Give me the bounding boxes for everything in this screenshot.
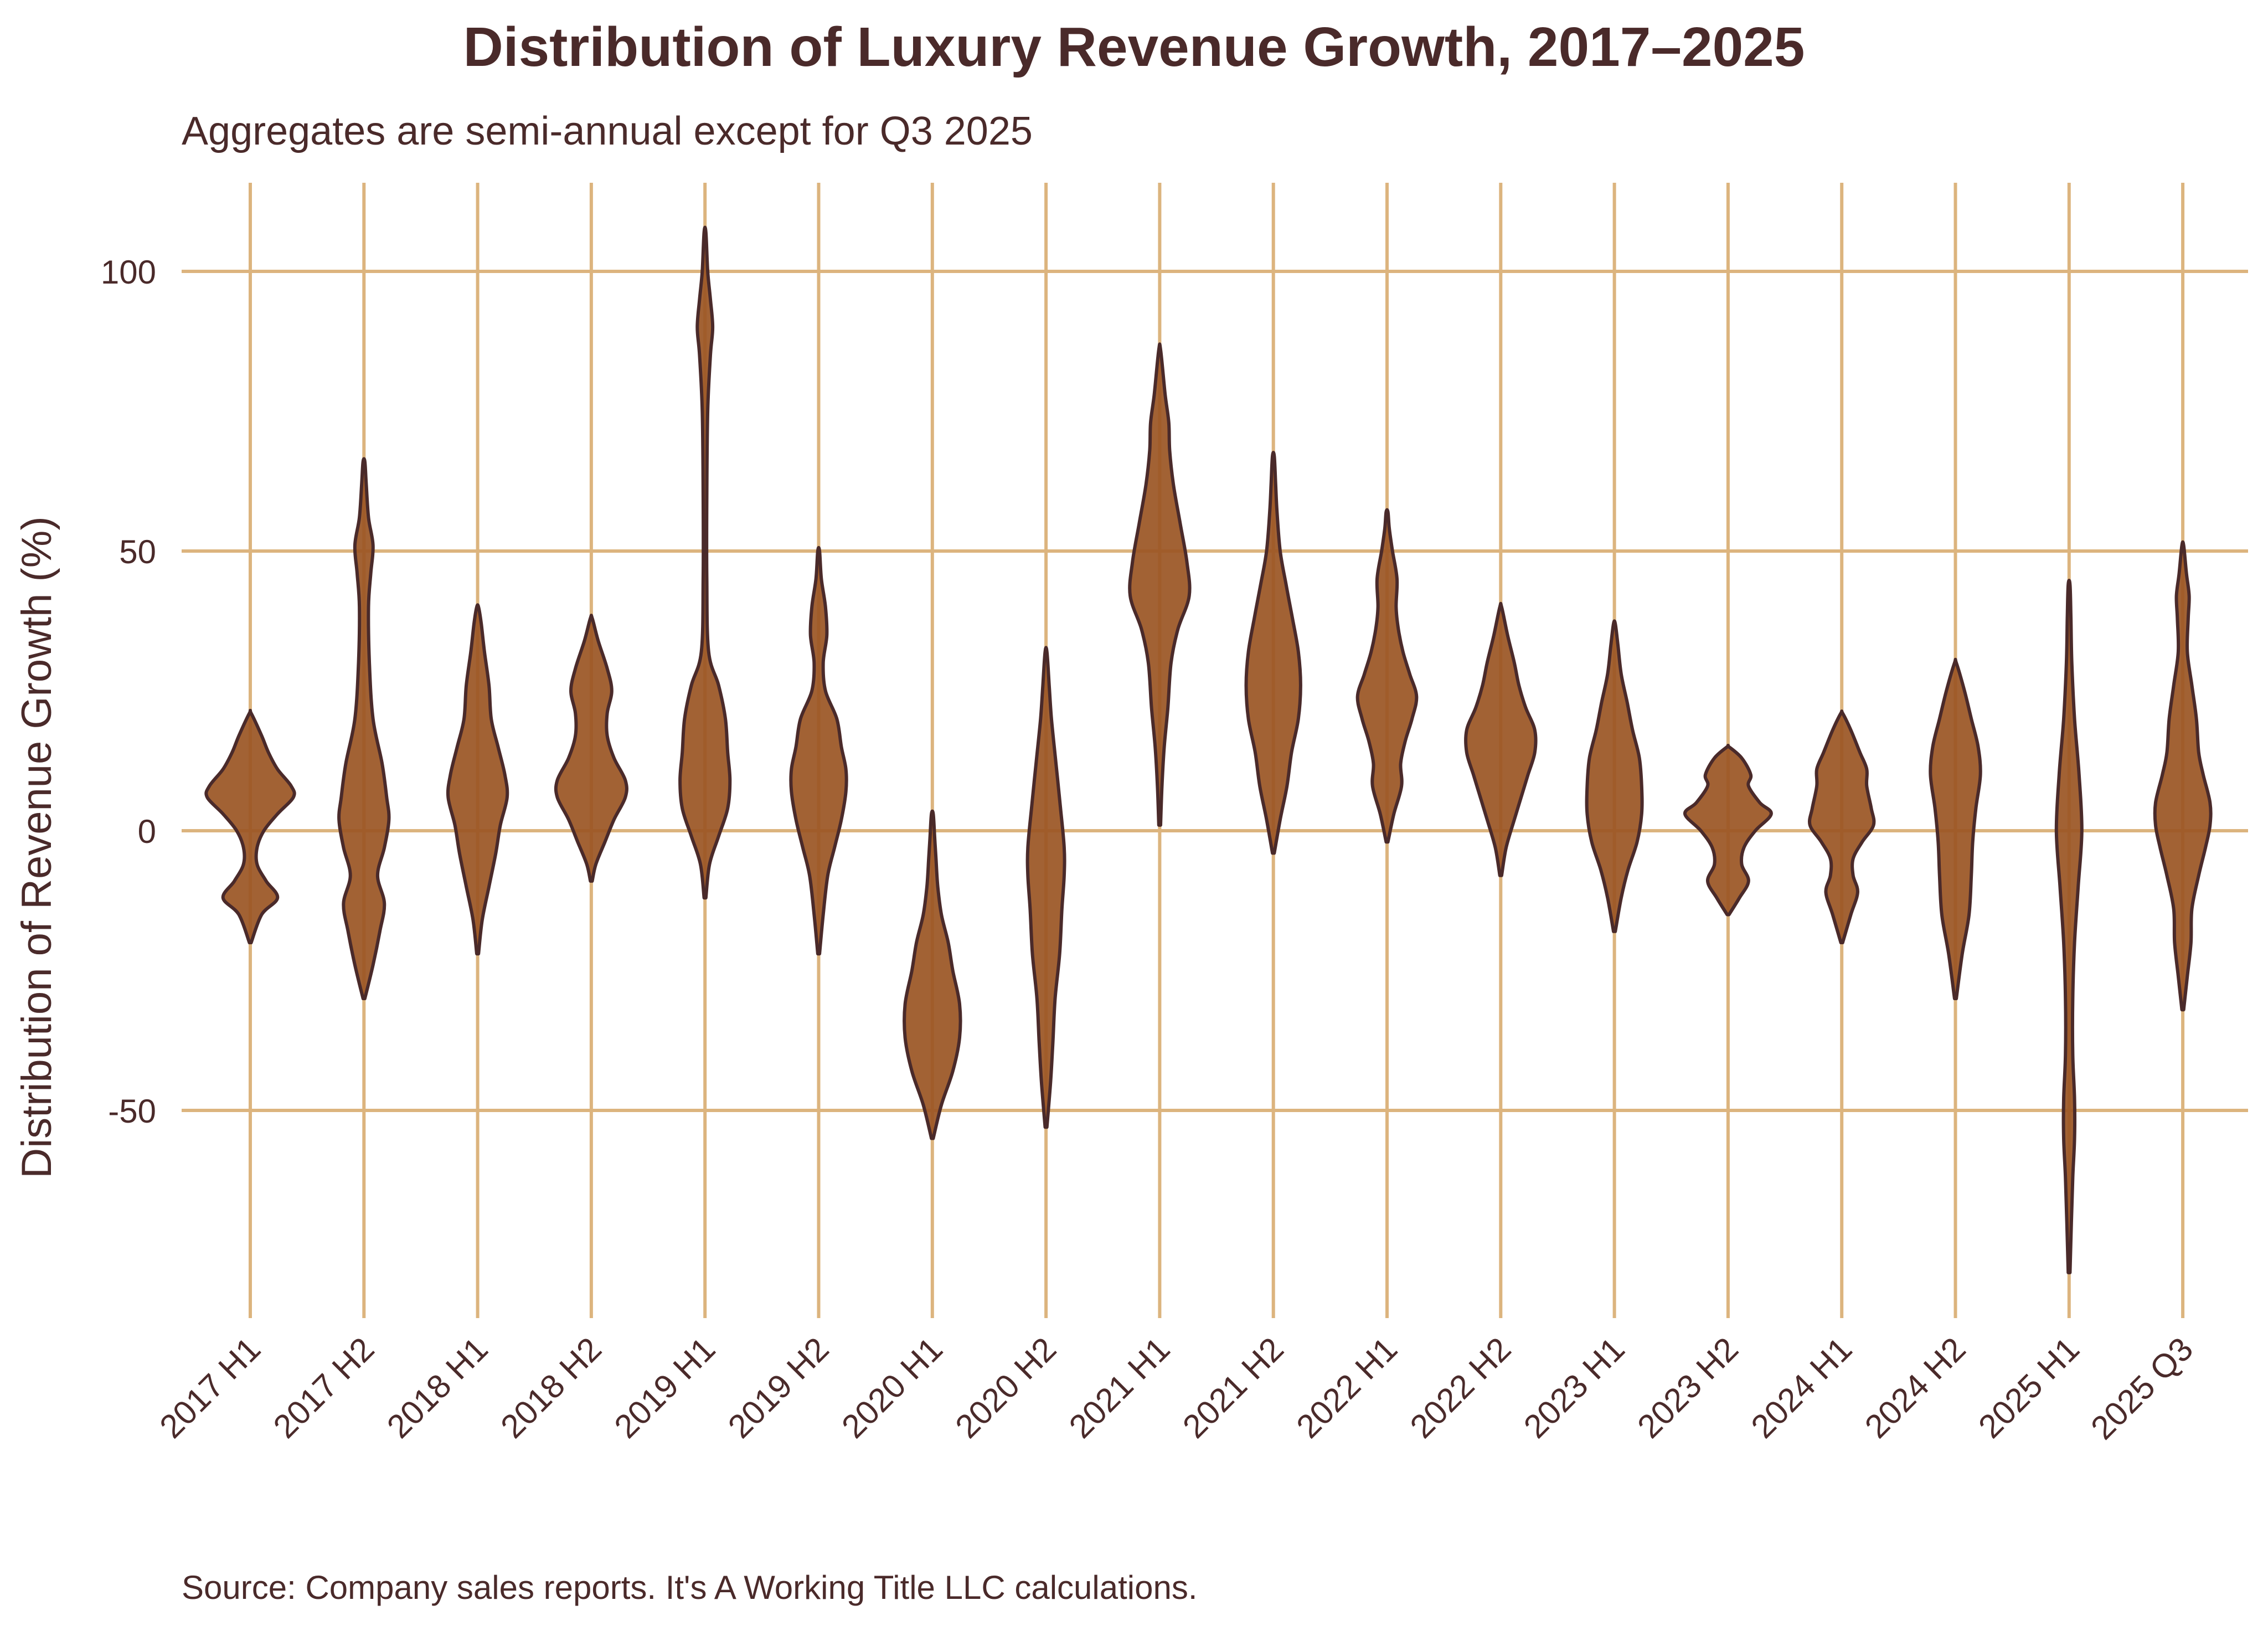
x-tick-label: 2025 H1 bbox=[1971, 1330, 2086, 1445]
x-tick-label: 2021 H1 bbox=[1062, 1330, 1177, 1445]
y-axis-ticks: 100 50 0 -50 bbox=[101, 254, 156, 1130]
y-tick-label: 100 bbox=[101, 254, 156, 291]
x-tick-label: 2022 H2 bbox=[1403, 1330, 1518, 1445]
y-tick-label: -50 bbox=[108, 1093, 156, 1130]
violin-2019-h1 bbox=[678, 225, 732, 900]
violin-2017-h1 bbox=[204, 708, 296, 944]
x-tick-label: 2018 H2 bbox=[493, 1330, 609, 1445]
x-tick-label: 2017 H1 bbox=[152, 1330, 267, 1445]
x-tick-label: 2017 H2 bbox=[266, 1330, 382, 1445]
x-tick-label: 2025 Q3 bbox=[2084, 1330, 2200, 1447]
violin-2018-h1 bbox=[446, 603, 509, 956]
violin-2019-h2 bbox=[789, 546, 848, 956]
violin-2022-h1 bbox=[1355, 508, 1419, 844]
x-tick-label: 2019 H2 bbox=[721, 1330, 836, 1445]
violin-2017-h2 bbox=[337, 457, 391, 1000]
x-tick-label: 2022 H1 bbox=[1289, 1330, 1404, 1445]
y-tick-label: 50 bbox=[119, 533, 156, 570]
violin-2021-h1 bbox=[1128, 342, 1192, 827]
chart-subtitle: Aggregates are semi-annual except for Q3… bbox=[182, 109, 1033, 153]
violin-2025-q3 bbox=[2153, 540, 2213, 1012]
x-tick-label: 2024 H1 bbox=[1744, 1330, 1859, 1445]
violin-2025-h1 bbox=[2054, 579, 2084, 1274]
x-tick-label: 2020 H2 bbox=[949, 1330, 1064, 1445]
x-tick-label: 2019 H1 bbox=[607, 1330, 723, 1445]
x-tick-label: 2024 H2 bbox=[1858, 1330, 1973, 1445]
x-tick-label: 2023 H2 bbox=[1630, 1330, 1745, 1445]
violin-2021-h2 bbox=[1244, 451, 1302, 855]
chart-title: Distribution of Luxury Revenue Growth, 2… bbox=[463, 16, 1805, 78]
y-axis-label: Distribution of Revenue Growth (%) bbox=[13, 516, 60, 1178]
violin-2020-h1 bbox=[903, 809, 962, 1140]
y-tick-label: 0 bbox=[138, 813, 156, 850]
violin-2024-h1 bbox=[1808, 709, 1876, 944]
violin-2023-h1 bbox=[1585, 619, 1644, 933]
violin-2024-h2 bbox=[1929, 657, 1982, 1000]
violins bbox=[204, 225, 2213, 1274]
x-tick-label: 2018 H1 bbox=[380, 1330, 495, 1445]
x-tick-label: 2020 H1 bbox=[834, 1330, 950, 1445]
chart-source: Source: Company sales reports. It's A Wo… bbox=[182, 1569, 1198, 1606]
x-tick-label: 2021 H2 bbox=[1176, 1330, 1291, 1445]
x-tick-label: 2023 H1 bbox=[1517, 1330, 1632, 1445]
violin-2020-h2 bbox=[1025, 646, 1066, 1129]
violin-2022-h2 bbox=[1464, 601, 1538, 877]
violin-2018-h2 bbox=[554, 614, 628, 883]
violin-2023-h2 bbox=[1683, 743, 1773, 917]
